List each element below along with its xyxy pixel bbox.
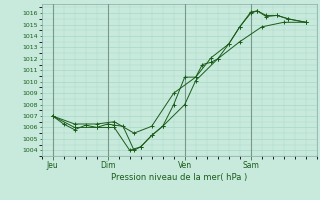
- X-axis label: Pression niveau de la mer( hPa ): Pression niveau de la mer( hPa ): [111, 173, 247, 182]
